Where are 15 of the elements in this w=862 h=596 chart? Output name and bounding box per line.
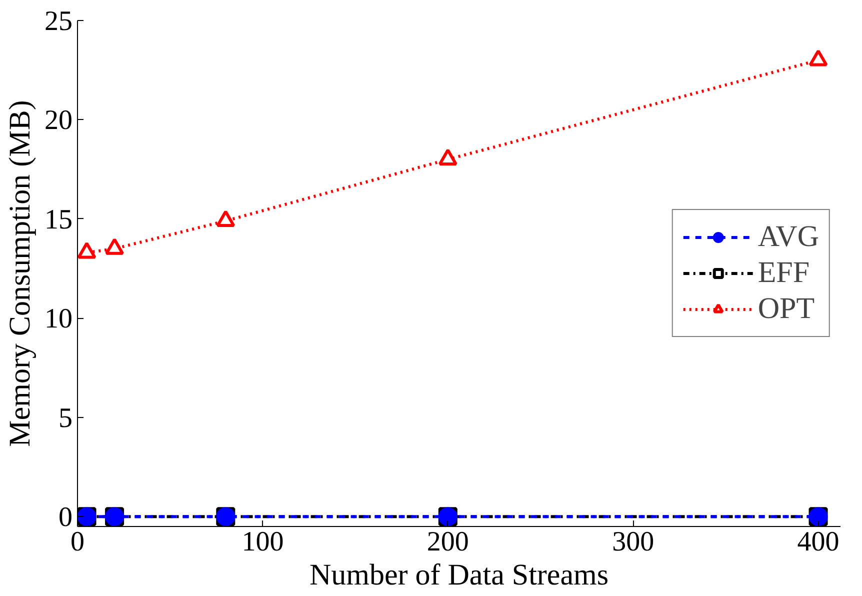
x-tick-label: 400 (797, 526, 840, 558)
y-tick-label: 15 (44, 204, 72, 236)
y-tick-label: 25 (44, 6, 72, 37)
y-tick-label: 5 (58, 402, 72, 434)
y-tick-label: 0 (58, 502, 72, 534)
legend-label: AVG (758, 220, 819, 254)
x-tick-label: 300 (612, 526, 654, 558)
x-tick-label: 100 (242, 526, 284, 558)
legend-label: OPT (758, 292, 815, 326)
x-tick-label: 200 (426, 526, 469, 558)
x-axis-title: Number of Data Streams (309, 558, 609, 592)
y-axis-title: Memory Consumption (MB) (4, 100, 36, 447)
legend-label: EFF (758, 256, 810, 290)
y-tick-label: 10 (44, 304, 72, 335)
y-tick-label: 20 (44, 105, 72, 136)
